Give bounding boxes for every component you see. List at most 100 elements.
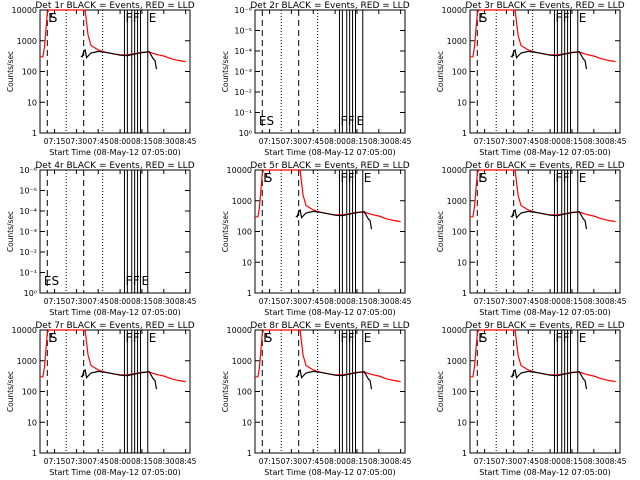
y-axis-label: Counts/sec [436,371,445,412]
lld-series-line [40,9,186,63]
events-series-line [80,368,158,390]
chart-title: Det 1r BLACK = Events, RED = LLD [35,1,194,11]
x-tick-label: 08:45 [175,137,197,146]
chart-panel: Det 4r BLACK = Events, RED = LLD 10⁰ 10⁻¹ 1… [6,161,197,317]
y-axis-label: Counts/sec [6,51,15,92]
x-tick-label: 07:45 [87,457,109,466]
plot-frame [469,329,621,454]
y-tick-label: 10⁻⁵ [19,187,37,196]
x-tick-label: 08:15 [561,297,583,306]
y-tick-label: 10 [27,418,37,427]
y-tick-label: 1000 [17,357,37,366]
x-axis-label: Start Time (08-May-12 07:05:00) [479,468,610,477]
x-tick-label: 08:30 [153,297,175,306]
x-tick-label: 08:00 [539,297,561,306]
x-axis-label: Start Time (08-May-12 07:05:00) [264,148,395,157]
y-tick-label: 100 [452,228,467,237]
y-tick-label: 1000 [232,357,252,366]
event-flag-label: F [125,11,132,25]
y-axis-label: Counts/sec [436,211,445,252]
event-flag-label: F [555,171,562,185]
chart-panel: Det 9r BLACK = Events, RED = LLD 1 10 100 10… [436,321,627,477]
event-flag-label: E [364,171,372,185]
event-flag-label: E [48,331,56,345]
chart-title: Det 2r BLACK = Events, RED = LLD [250,1,409,11]
y-tick-label: 100 [237,388,252,397]
x-tick-label: 07:15 [474,297,496,306]
x-axis-label: Start Time (08-May-12 07:05:00) [49,308,180,317]
chart-panel: Det 6r BLACK = Events, RED = LLD 1 10 100 10… [436,161,627,317]
event-flag-label: E [579,11,587,25]
y-tick-label: 10⁻³ [19,228,37,237]
x-tick-label: 08:15 [561,457,583,466]
chart-panel: Det 2r BLACK = Events, RED = LLD 10⁰ 10⁻¹ 1… [221,1,412,157]
y-tick-label: 10 [27,98,37,107]
y-tick-label: 100 [452,388,467,397]
x-tick-label: 07:30 [496,297,518,306]
event-flag-label: E [364,331,372,345]
x-tick-label: 08:15 [346,457,368,466]
x-tick-label: 07:15 [259,457,281,466]
event-flag-label: F [348,171,355,185]
x-tick-label: 07:45 [517,457,539,466]
event-flag-label: F [340,331,347,345]
events-series-line [510,208,588,230]
chart-title: Det 6r BLACK = Events, RED = LLD [465,161,624,171]
y-tick-label: 10⁻⁴ [19,207,37,216]
x-tick-label: 08:45 [605,137,627,146]
y-tick-label: 1 [247,449,252,458]
x-tick-label: 07:30 [496,457,518,466]
x-tick-label: 07:30 [281,137,303,146]
x-tick-label: 08:30 [368,297,390,306]
event-flag-label: F [133,274,140,288]
x-tick-label: 07:30 [281,457,303,466]
x-tick-label: 07:45 [87,297,109,306]
y-tick-label: 1 [247,289,252,298]
event-flag-label: ES [259,114,274,128]
x-tick-label: 07:15 [474,457,496,466]
event-flag-label: S [265,171,273,185]
event-flag-label: S [480,331,488,345]
event-flag-label: F [125,331,132,345]
y-axis-label: Counts/sec [221,51,230,92]
x-tick-label: 08:45 [605,457,627,466]
y-tick-label: 100 [237,228,252,237]
y-tick-label: 1 [462,449,467,458]
x-tick-label: 07:45 [302,297,324,306]
y-tick-label: 100 [22,388,37,397]
plot-frame [39,9,191,134]
x-tick-label: 08:45 [390,457,412,466]
events-series-line [510,48,588,70]
event-flag-label: E [356,114,364,128]
x-tick-label: 08:15 [131,297,153,306]
chart-panel: Det 5r BLACK = Events, RED = LLD 1 10 100 10… [221,161,412,317]
y-tick-label: 10000 [12,326,37,335]
plot-frame [39,329,191,454]
event-flag-label: E [478,331,486,345]
event-flag-label: ES [44,274,59,288]
x-tick-label: 08:00 [109,137,131,146]
event-flag-label: S [480,11,488,25]
y-tick-label: 1000 [17,37,37,46]
x-tick-label: 08:45 [175,457,197,466]
chart-title: Det 8r BLACK = Events, RED = LLD [250,321,409,331]
y-tick-label: 10 [242,258,252,267]
event-flag-label: F [563,11,570,25]
x-tick-label: 08:15 [346,297,368,306]
event-flag-label: E [48,11,56,25]
event-flag-label: E [263,171,271,185]
y-tick-label: 10⁻² [234,88,252,97]
y-axis-label: Counts/sec [221,211,230,252]
x-axis-label: Start Time (08-May-12 07:05:00) [49,148,180,157]
event-flag-label: E [579,331,587,345]
x-tick-label: 07:15 [44,297,66,306]
y-axis-label: Counts/sec [221,371,230,412]
x-tick-label: 07:15 [44,457,66,466]
x-tick-label: 08:00 [324,297,346,306]
event-flag-label: E [478,171,486,185]
lld-series-line [255,169,401,223]
plot-frame [39,169,191,294]
event-flag-label: F [563,171,570,185]
x-tick-label: 08:15 [131,457,153,466]
x-tick-label: 08:00 [539,137,561,146]
